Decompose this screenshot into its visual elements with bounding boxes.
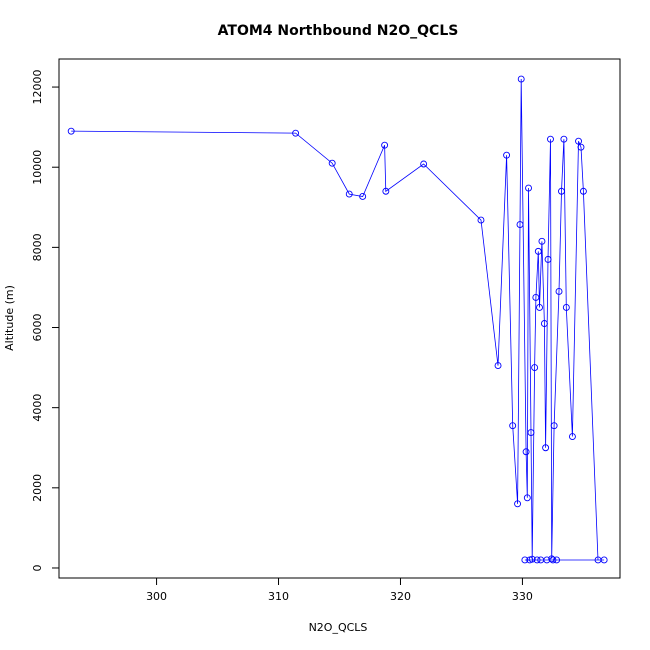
data-point bbox=[517, 75, 525, 83]
data-point bbox=[600, 556, 608, 564]
data-point bbox=[575, 137, 582, 145]
x-tick-label: 300 bbox=[146, 590, 167, 603]
data-point bbox=[516, 221, 524, 228]
data-point bbox=[526, 556, 534, 564]
x-tick-label: 310 bbox=[268, 590, 289, 603]
data-point bbox=[494, 362, 502, 370]
data-point bbox=[532, 294, 540, 301]
data-point bbox=[536, 304, 543, 311]
data-point bbox=[381, 141, 389, 149]
data-point bbox=[540, 320, 548, 327]
y-tick-label: 8000 bbox=[31, 233, 44, 261]
x-axis: 300 310 320 330 bbox=[146, 577, 533, 603]
data-point bbox=[550, 422, 558, 430]
data-point bbox=[533, 556, 541, 564]
y-tick-label: 4000 bbox=[31, 394, 44, 422]
data-point bbox=[542, 444, 550, 452]
data-point bbox=[420, 160, 428, 168]
series-points bbox=[67, 75, 608, 564]
data-point bbox=[292, 129, 300, 137]
y-tick-label: 6000 bbox=[31, 314, 44, 342]
data-point bbox=[577, 143, 585, 151]
y-tick-label: 2000 bbox=[31, 474, 44, 502]
data-point bbox=[521, 556, 529, 564]
y-tick-label: 10000 bbox=[31, 150, 44, 185]
data-point bbox=[531, 364, 539, 372]
data-point bbox=[560, 135, 568, 143]
x-tick-label: 330 bbox=[512, 590, 533, 603]
y-tick-label: 12000 bbox=[31, 70, 44, 105]
data-point bbox=[553, 556, 561, 564]
data-point bbox=[509, 422, 517, 430]
data-point bbox=[568, 433, 576, 440]
data-point bbox=[359, 193, 367, 200]
y-axis: 0 2000 4000 6000 8000 10000 12000 bbox=[31, 70, 60, 571]
y-axis-label: Altitude (m) bbox=[3, 285, 16, 351]
x-axis-label: N2O_QCLS bbox=[309, 621, 368, 634]
data-point bbox=[547, 135, 554, 143]
data-point bbox=[382, 187, 390, 195]
data-point bbox=[525, 184, 532, 192]
data-point bbox=[538, 237, 546, 245]
data-point bbox=[555, 287, 563, 295]
chart-title: ATOM4 Northbound N2O_QCLS bbox=[218, 23, 459, 39]
data-point bbox=[477, 216, 485, 224]
y-tick-label: 0 bbox=[31, 564, 44, 571]
series-line bbox=[71, 78, 605, 561]
data-point bbox=[562, 304, 570, 311]
data-point bbox=[514, 500, 522, 508]
data-point bbox=[522, 448, 530, 456]
data-point bbox=[548, 555, 556, 563]
data-point bbox=[523, 494, 531, 502]
data-point bbox=[534, 247, 542, 255]
data-point bbox=[345, 190, 353, 198]
series-lines bbox=[71, 78, 605, 561]
x-tick-label: 320 bbox=[390, 590, 411, 603]
data-point bbox=[328, 159, 336, 167]
data-point bbox=[558, 187, 565, 195]
data-point bbox=[579, 187, 587, 195]
data-point bbox=[527, 429, 535, 436]
data-point bbox=[503, 151, 511, 159]
data-point bbox=[549, 556, 557, 564]
data-point bbox=[544, 255, 552, 263]
data-point bbox=[67, 127, 75, 135]
